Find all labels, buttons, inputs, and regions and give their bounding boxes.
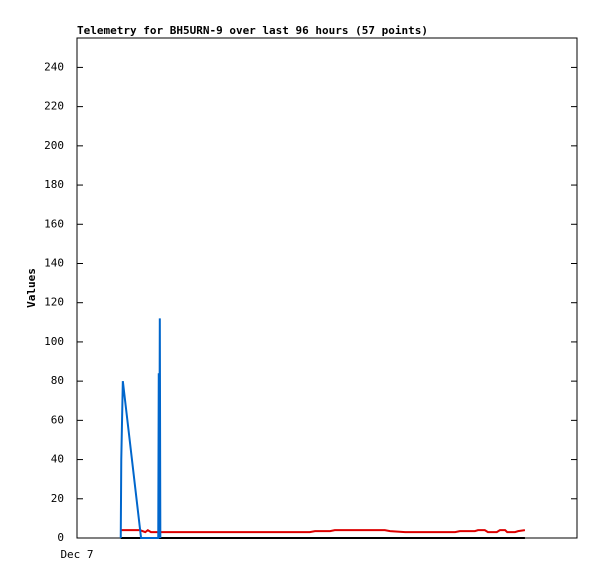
chart-title: Telemetry for BH5URN-9 over last 96 hour… (77, 24, 428, 37)
data-line (120, 528, 526, 534)
y-tick-label: 140 (44, 256, 64, 269)
y-tick-label: 40 (51, 453, 64, 466)
data-line (119, 318, 162, 539)
y-tick-label: 240 (44, 60, 64, 73)
y-tick-label: 120 (44, 296, 64, 309)
plot-frame (76, 37, 578, 539)
y-tick-label: 100 (44, 335, 64, 348)
y-tick-label: 200 (44, 139, 64, 152)
y-tick-label: 220 (44, 100, 64, 113)
y-tick-label: 20 (51, 492, 64, 505)
y-tick-label: 160 (44, 217, 64, 230)
y-tick-label: 0 (57, 531, 64, 544)
y-tick-label: 80 (51, 374, 64, 387)
y-tick-label: 60 (51, 413, 64, 426)
y-tick-label: 180 (44, 178, 64, 191)
y-axis-label: Values (25, 268, 38, 308)
x-tick-label: Dec 7 (60, 548, 93, 561)
